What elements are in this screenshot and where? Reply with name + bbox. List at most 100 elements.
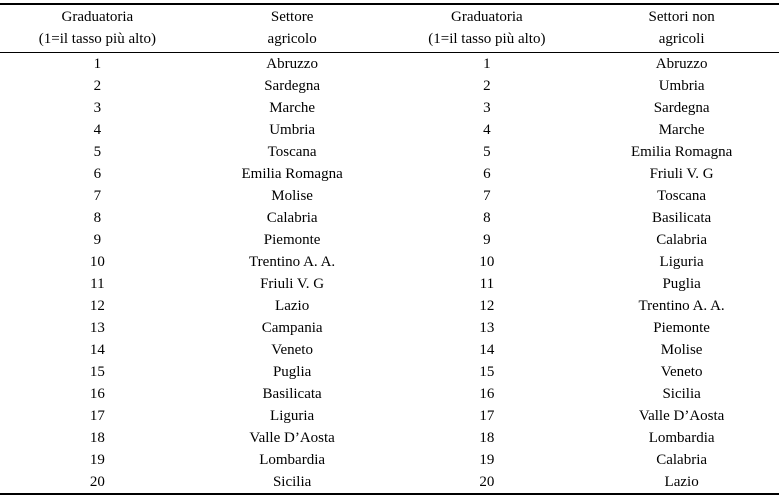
settore-agricolo-cell: Puglia xyxy=(272,364,312,380)
rank-non-agricolo-cell: 11 xyxy=(479,276,495,292)
rank-agricolo-cell: 3 xyxy=(93,100,102,116)
rank-non-agricolo-cell: 5 xyxy=(483,144,491,160)
table-row: 4 Umbria 4 Marche xyxy=(0,119,779,141)
rank-non-agricolo-cell: 2 xyxy=(483,78,491,94)
rank-non-agricolo-cell: 18 xyxy=(479,430,495,446)
settore-agricolo-cell: Toscana xyxy=(267,144,317,160)
settori-non-agricoli-cell: Umbria xyxy=(658,78,705,94)
rank-non-agricolo-cell: 15 xyxy=(479,364,495,380)
header-settori-non-agricoli-line1: Settori non xyxy=(648,9,715,25)
settore-agricolo-cell: Calabria xyxy=(266,210,318,226)
rank-agricolo-cell: 14 xyxy=(89,342,105,358)
header-rank-non-agricolo-line1: Graduatoria xyxy=(451,9,523,25)
settore-agricolo-cell: Sicilia xyxy=(272,474,312,490)
rank-agricolo-cell: 10 xyxy=(89,254,105,270)
settore-agricolo-cell: Piemonte xyxy=(263,232,321,248)
rank-agricolo-cell: 19 xyxy=(89,452,105,468)
table-row: 1 Abruzzo 1 Abruzzo xyxy=(0,53,779,76)
rank-non-agricolo-cell: 6 xyxy=(483,166,491,182)
settore-agricolo-cell: Abruzzo xyxy=(266,56,318,72)
rank-non-agricolo-cell: 4 xyxy=(483,122,491,138)
rank-agricolo-cell: 17 xyxy=(89,408,105,424)
table-row: 6 Emilia Romagna 6 Friuli V. G xyxy=(0,163,779,185)
header-settore-agricolo: Settore agricolo xyxy=(194,4,390,53)
region-ranking-table: Graduatoria (1=il tasso più alto) Settor… xyxy=(0,3,779,495)
rank-non-agricolo-cell: 13 xyxy=(479,320,495,336)
settori-non-agricoli-cell: Puglia xyxy=(662,276,701,292)
settori-non-agricoli-cell: Valle D’Aosta xyxy=(638,408,725,424)
rank-agricolo-cell: 9 xyxy=(93,232,102,248)
table-row: 20 Sicilia 20 Lazio xyxy=(0,471,779,494)
settore-agricolo-cell: Liguria xyxy=(270,408,315,424)
rank-non-agricolo-cell: 1 xyxy=(483,56,491,72)
table-row: 7 Molise 7 Toscana xyxy=(0,185,779,207)
settore-agricolo-cell: Valle D’Aosta xyxy=(249,430,335,446)
header-rank-non-agricolo-line2: (1=il tasso più alto) xyxy=(428,31,546,47)
settore-agricolo-cell: Lombardia xyxy=(259,452,326,468)
rank-agricolo-cell: 18 xyxy=(89,430,105,446)
rank-agricolo-cell: 2 xyxy=(93,78,102,94)
table-row: 11 Friuli V. G 11 Puglia xyxy=(0,273,779,295)
settori-non-agricoli-cell: Calabria xyxy=(656,452,708,468)
rank-agricolo-cell: 1 xyxy=(93,56,102,72)
rank-non-agricolo-cell: 20 xyxy=(479,474,495,490)
rank-non-agricolo-cell: 19 xyxy=(479,452,495,468)
table-body: 1 Abruzzo 1 Abruzzo 2 Sardegna 2 Umbria 3 Marche 3… xyxy=(0,53,779,495)
settore-agricolo-cell: Friuli V. G xyxy=(260,276,325,292)
settore-agricolo-cell: Sardegna xyxy=(264,78,321,94)
table-row: 17 Liguria 17 Valle D’Aosta xyxy=(0,405,779,427)
header-rank-agricolo-line2: (1=il tasso più alto) xyxy=(38,31,156,47)
rank-agricolo-cell: 4 xyxy=(93,122,102,138)
rank-non-agricolo-cell: 7 xyxy=(483,188,491,204)
settore-agricolo-cell: Lazio xyxy=(275,298,310,314)
rank-non-agricolo-cell: 16 xyxy=(479,386,495,402)
settori-non-agricoli-cell: Piemonte xyxy=(653,320,710,336)
header-settore-agricolo-line1: Settore xyxy=(270,9,314,25)
table-row: 19 Lombardia 19 Calabria xyxy=(0,449,779,471)
settori-non-agricoli-cell: Toscana xyxy=(657,188,707,204)
header-rank-agricolo: Graduatoria (1=il tasso più alto) xyxy=(0,4,195,53)
settori-non-agricoli-cell: Sardegna xyxy=(653,100,710,116)
table-row: 9 Piemonte 9 Calabria xyxy=(0,229,779,251)
rank-non-agricolo-cell: 17 xyxy=(479,408,495,424)
header-settori-non-agricoli: Settori non agricoli xyxy=(584,4,779,53)
settori-non-agricoli-cell: Abruzzo xyxy=(655,56,708,72)
rank-non-agricolo-cell: 10 xyxy=(479,254,495,270)
table-row: 5 Toscana 5 Emilia Romagna xyxy=(0,141,779,163)
table-row: 15 Puglia 15 Veneto xyxy=(0,361,779,383)
rank-non-agricolo-cell: 3 xyxy=(483,100,491,116)
settori-non-agricoli-cell: Liguria xyxy=(659,254,704,270)
table-row: 13 Campania 13 Piemonte xyxy=(0,317,779,339)
settore-agricolo-cell: Trentino A. A. xyxy=(249,254,336,270)
rank-agricolo-cell: 8 xyxy=(93,210,102,226)
header-rank-non-agricolo: Graduatoria (1=il tasso più alto) xyxy=(389,4,585,53)
table-row: 2 Sardegna 2 Umbria xyxy=(0,75,779,97)
settori-non-agricoli-cell: Friuli V. G xyxy=(649,166,714,182)
settore-agricolo-cell: Marche xyxy=(269,100,316,116)
settori-non-agricoli-cell: Sicilia xyxy=(662,386,701,402)
rank-agricolo-cell: 12 xyxy=(89,298,105,314)
settori-non-agricoli-cell: Emilia Romagna xyxy=(631,144,733,160)
settori-non-agricoli-cell: Lazio xyxy=(664,474,699,490)
rank-agricolo-cell: 11 xyxy=(90,276,105,292)
rank-agricolo-cell: 15 xyxy=(89,364,105,380)
settore-agricolo-cell: Campania xyxy=(261,320,323,336)
rank-agricolo-cell: 13 xyxy=(89,320,105,336)
table-header: Graduatoria (1=il tasso più alto) Settor… xyxy=(0,4,779,53)
table-row: 14 Veneto 14 Molise xyxy=(0,339,779,361)
header-settore-agricolo-line2: agricolo xyxy=(267,31,317,47)
rank-non-agricolo-cell: 9 xyxy=(483,232,491,248)
settori-non-agricoli-cell: Veneto xyxy=(660,364,703,380)
rank-agricolo-cell: 6 xyxy=(93,166,102,182)
table-row: 12 Lazio 12 Trentino A. A. xyxy=(0,295,779,317)
rank-non-agricolo-cell: 8 xyxy=(483,210,491,226)
header-rank-agricolo-line1: Graduatoria xyxy=(61,9,134,25)
rank-non-agricolo-cell: 12 xyxy=(479,298,495,314)
rank-non-agricolo-cell: 14 xyxy=(479,342,495,358)
header-settori-non-agricoli-line2: agricoli xyxy=(658,31,705,47)
settore-agricolo-cell: Molise xyxy=(271,188,313,204)
rank-agricolo-cell: 5 xyxy=(93,144,102,160)
settori-non-agricoli-cell: Trentino A. A. xyxy=(638,298,725,314)
settore-agricolo-cell: Basilicata xyxy=(262,386,322,402)
rank-agricolo-cell: 16 xyxy=(89,386,105,402)
